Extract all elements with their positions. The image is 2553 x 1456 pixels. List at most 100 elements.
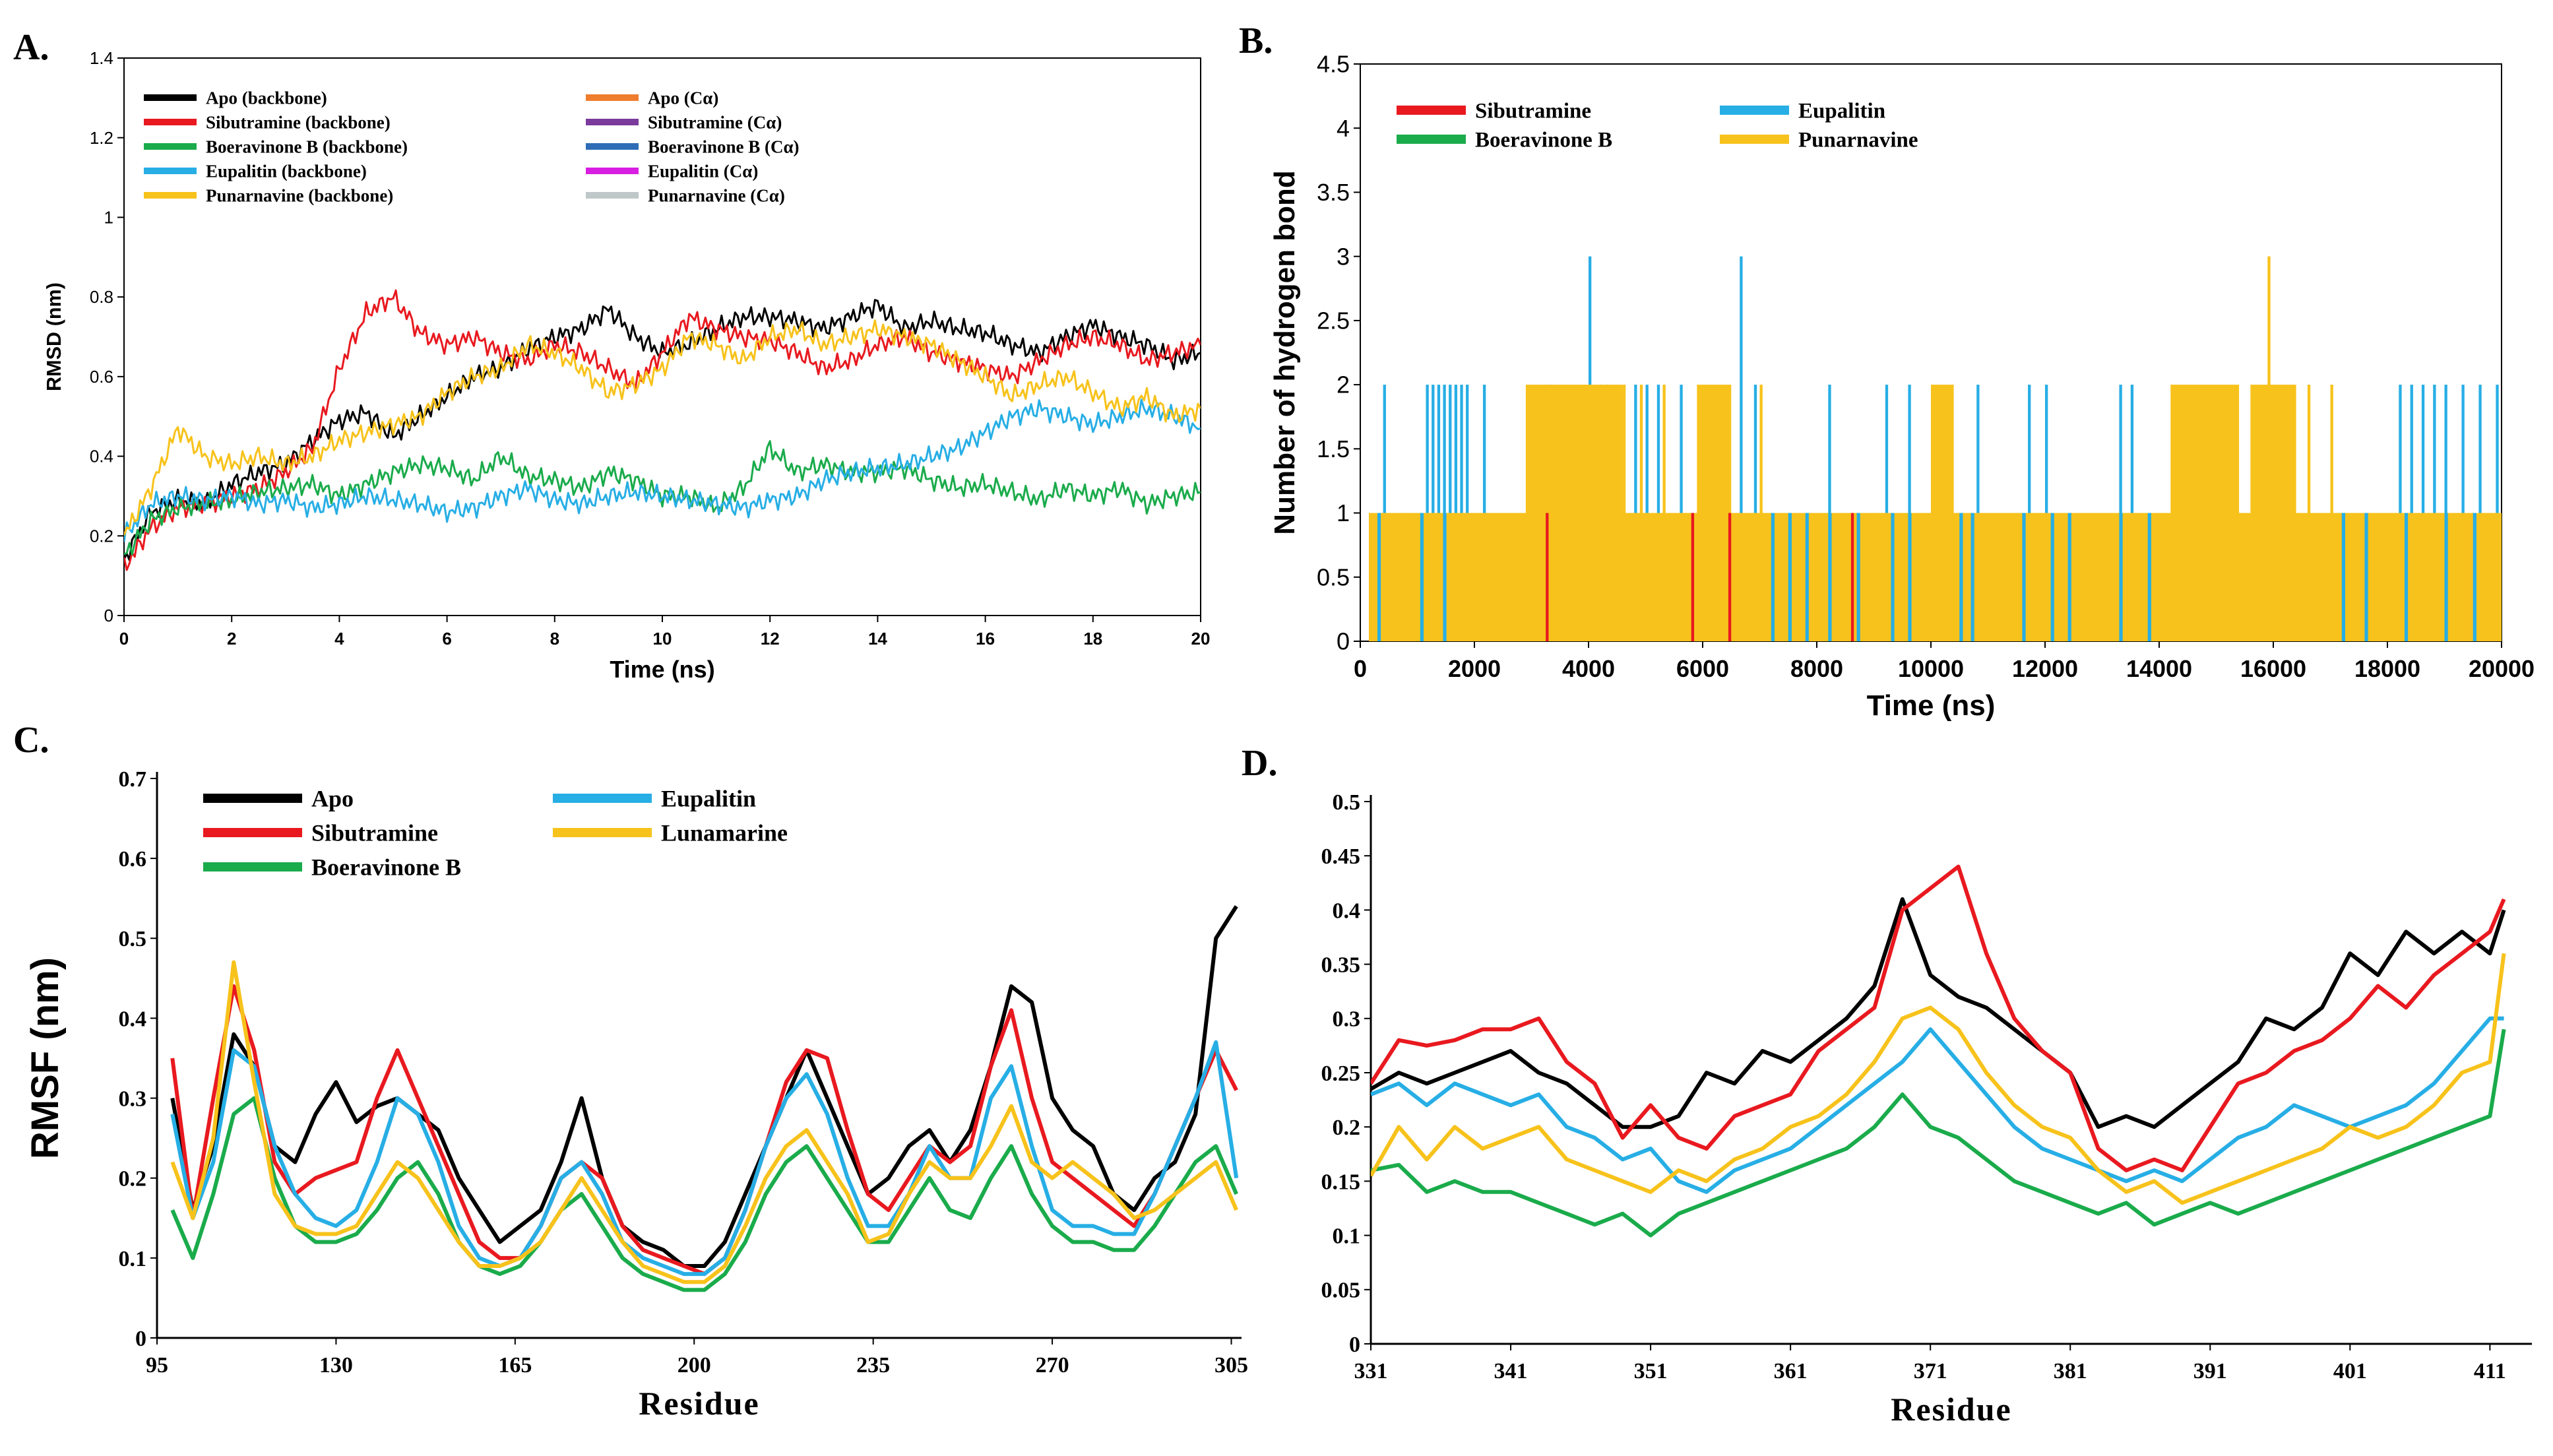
y-tick-label: 0.5 xyxy=(1333,790,1361,815)
legend-label: Eupalitin (backbone) xyxy=(206,161,367,181)
y-tick-label: 2.5 xyxy=(1317,307,1350,334)
x-tick-label: 4000 xyxy=(1562,655,1615,682)
legend-label: Apo (backbone) xyxy=(206,88,327,108)
series-sibutramine-event xyxy=(1850,513,1854,641)
y-tick-label: 0.5 xyxy=(119,927,147,951)
series-punarnavine-gap xyxy=(2022,513,2026,641)
x-tick-label: 381 xyxy=(2054,1359,2087,1383)
y-tick-label: 0.15 xyxy=(1321,1170,1361,1194)
y-tick-label: 4 xyxy=(1337,115,1350,142)
panel-D: D. 0 0.05 0.1 0.15 0.2 0.25 0.3 0.35 0.4 0.45 0.5 33… xyxy=(1242,743,2532,1428)
series-punarnavine-spike xyxy=(1759,385,1763,641)
x-tick-label: 401 xyxy=(2333,1359,2367,1383)
series-punarnavine-gap xyxy=(2067,513,2071,641)
x-tick-label: 6 xyxy=(442,629,451,649)
series-line-boeravinone-b xyxy=(1371,1029,2506,1238)
x-tick-label: 14000 xyxy=(2126,655,2192,682)
y-tick-label: 0.25 xyxy=(1321,1061,1361,1086)
x-tick-label: 16 xyxy=(976,629,995,649)
x-tick-label: 305 xyxy=(1214,1353,1248,1377)
y-tick-label: 0.45 xyxy=(1321,844,1361,869)
panel-label: D. xyxy=(1242,743,1277,784)
y-tick-label: 0 xyxy=(1337,628,1350,655)
x-tick-label: 8 xyxy=(550,629,559,649)
x-tick-label: 361 xyxy=(1774,1359,1808,1383)
legend-label: Boeravinone B (Cα) xyxy=(648,137,800,156)
series-punarnavine-gap xyxy=(1959,513,1963,641)
legend-label: Eupalitin xyxy=(1798,100,1885,123)
x-axis-label: Time (ns) xyxy=(1867,689,1996,722)
series-line-sibutramine xyxy=(1371,864,2506,1172)
x-tick-label: 16000 xyxy=(2240,655,2306,682)
series-line-sibutramine-backbone- xyxy=(124,289,1201,571)
y-tick-label: 0.4 xyxy=(1333,899,1361,923)
panel-A: A. 0 0.2 0.4 0.6 0.8 1 1.2 1.4 0 2 4 6 8 10 12 14 16 18 20 T… xyxy=(13,27,1210,683)
x-tick-label: 6000 xyxy=(1676,655,1729,682)
x-tick-label: 341 xyxy=(1494,1359,1528,1383)
panel-label: A. xyxy=(13,27,49,68)
legend-label: Punarnavine (Cα) xyxy=(648,185,785,205)
series-punarnavine-spike xyxy=(2307,385,2311,641)
x-tick-label: 14 xyxy=(868,629,887,649)
y-tick-label: 0.8 xyxy=(90,287,113,307)
series-punarnavine-spike xyxy=(1662,385,1666,641)
series-punarnavine-gap xyxy=(2404,513,2409,641)
y-tick-label: 4.5 xyxy=(1317,51,1350,78)
x-tick-label: 12 xyxy=(761,629,780,649)
legend-label: Boeravinone B (backbone) xyxy=(206,137,408,156)
series-punarnavine-gap xyxy=(2444,513,2448,641)
series-line-sibutramine xyxy=(170,984,1238,1277)
x-tick-label: 0 xyxy=(119,629,129,649)
series-line-lunamarine xyxy=(170,960,1238,1284)
series-line-apo xyxy=(170,905,1238,1268)
x-tick-label: 331 xyxy=(1354,1359,1388,1383)
series-punarnavine-spike xyxy=(1565,385,1569,641)
y-tick-label: 1 xyxy=(1337,499,1350,526)
plot-area xyxy=(124,289,1201,571)
legend-label: Apo xyxy=(311,786,354,812)
legend-label: Sibutramine xyxy=(311,820,438,846)
y-tick-label: 0.2 xyxy=(90,526,113,546)
series-punarnavine-gap xyxy=(1828,513,1832,641)
series-punarnavine-gap xyxy=(1420,513,1424,641)
y-tick-label: 0.05 xyxy=(1321,1279,1361,1303)
series-sibutramine-event xyxy=(1691,513,1695,641)
series-line-eupalitin-backbone- xyxy=(124,398,1201,542)
x-tick-label: 10000 xyxy=(1898,655,1964,682)
legend: Apo (backbone) Sibutramine (backbone) Boer… xyxy=(144,88,800,205)
legend-label: Eupalitin (Cα) xyxy=(648,161,758,181)
x-tick-label: 20 xyxy=(1191,629,1211,649)
y-tick-label: 1 xyxy=(104,208,113,228)
series-punarnavine-band xyxy=(2170,385,2240,641)
series-punarnavine-gap xyxy=(2050,513,2054,641)
panel-B: B. 0 0.5 1 1.5 2 2.5 3 3.5 4 4.5 0 2000 4000 6000 8000 1… xyxy=(1239,20,2535,722)
series-punarnavine-band xyxy=(1525,385,1623,641)
x-tick-label: 18 xyxy=(1083,629,1102,649)
series-punarnavine-gap xyxy=(1970,513,1974,641)
series-sibutramine-event xyxy=(1546,513,1549,641)
y-tick-label: 2 xyxy=(1337,371,1350,398)
legend-label: Punarnavine xyxy=(1798,129,1918,152)
series-punarnavine-gap xyxy=(1788,513,1792,641)
y-axis-label: RMSF (nm) xyxy=(24,957,67,1159)
x-tick-label: 10 xyxy=(653,629,672,649)
y-axis-label: RMSD (nm) xyxy=(43,282,65,391)
series-line-apo-backbone- xyxy=(124,299,1201,561)
x-tick-label: 165 xyxy=(498,1353,532,1377)
legend-label: Apo (Cα) xyxy=(648,88,718,108)
x-tick-label: 391 xyxy=(2193,1359,2227,1383)
legend: Sibutramine Boeravinone B Eupalitin Punarna… xyxy=(1397,100,1918,152)
x-tick-label: 12000 xyxy=(2012,655,2078,682)
y-tick-label: 0.3 xyxy=(119,1087,147,1111)
y-tick-label: 0 xyxy=(104,606,113,625)
legend-label: Punarnavine (backbone) xyxy=(206,185,393,205)
legend-label: Lunamarine xyxy=(661,820,788,846)
series-line-boeravinone-b-backbone- xyxy=(124,440,1201,555)
y-tick-label: 0.7 xyxy=(119,767,147,792)
series-punarnavine-gap xyxy=(1771,513,1775,641)
x-tick-label: 235 xyxy=(856,1353,890,1377)
series-punarnavine-gap xyxy=(2147,513,2151,641)
legend-label: Boeravinone B xyxy=(311,854,461,881)
plot-area xyxy=(1371,864,2506,1238)
series-line-boeravinone-b xyxy=(170,1096,1238,1292)
